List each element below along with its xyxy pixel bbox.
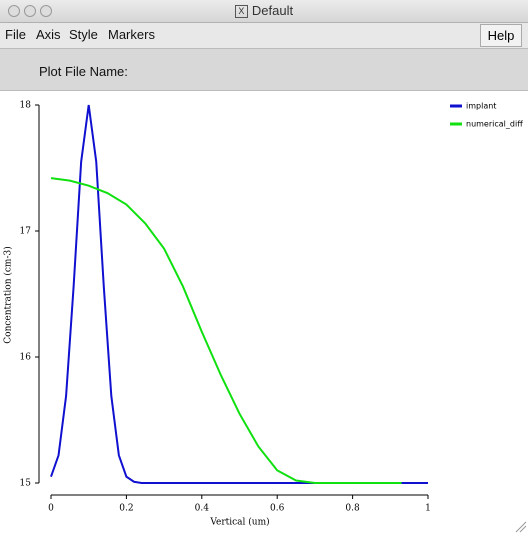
- plot-file-label: Plot File Name:: [39, 64, 128, 79]
- close-button[interactable]: [8, 5, 20, 17]
- x-tick-label: 0: [48, 504, 54, 514]
- legend-label: numerical_diff: [466, 120, 523, 129]
- series-line: [50, 177, 402, 484]
- menu-item[interactable]: Markers: [108, 27, 155, 42]
- menu-item[interactable]: Style: [69, 27, 98, 42]
- x-axis-label: Vertical (um): [209, 517, 269, 528]
- x-tick-label: 1: [425, 504, 431, 514]
- resize-grip[interactable]: [515, 521, 527, 533]
- x-tick-label: 0.6: [270, 504, 285, 514]
- x-tick-label: 0.4: [195, 504, 210, 514]
- x-icon: X: [234, 5, 248, 19]
- minimize-button[interactable]: [24, 5, 36, 17]
- menu-item[interactable]: File: [5, 27, 26, 42]
- y-tick-label: 17: [20, 227, 32, 237]
- x-tick-label: 0.8: [345, 504, 360, 514]
- y-tick-label: 18: [20, 101, 32, 111]
- x-tick-label: 0.2: [119, 504, 133, 514]
- y-tick-label: 15: [20, 479, 32, 489]
- menu-bar: File Axis Style Markers Help: [0, 23, 528, 49]
- menu-item[interactable]: Axis: [36, 27, 61, 42]
- title-bar: X Default: [0, 0, 528, 23]
- y-axis-label: Concentration (cm-3): [3, 246, 14, 343]
- y-tick-label: 16: [20, 353, 32, 363]
- legend-label: implant: [466, 102, 496, 111]
- series-line: [50, 104, 428, 484]
- help-button[interactable]: Help: [480, 24, 522, 47]
- file-strip: Plot File Name:: [0, 49, 528, 91]
- zoom-button[interactable]: [40, 5, 52, 17]
- window-title: Default: [251, 3, 294, 18]
